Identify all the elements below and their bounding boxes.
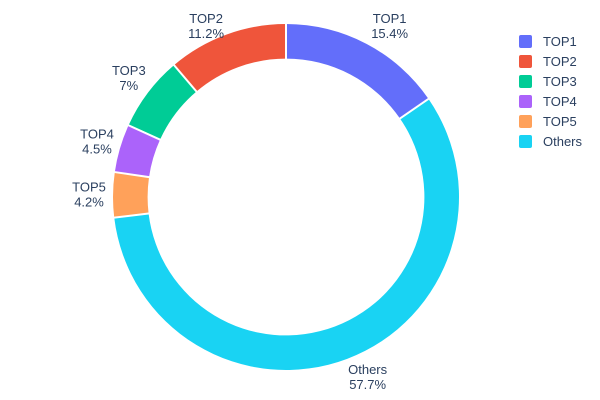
slice-label-top2: TOP2 11.2%	[188, 11, 224, 41]
slice-separator	[172, 63, 198, 93]
pie-slice-top4[interactable]	[114, 125, 161, 178]
legend-item-top1[interactable]: TOP1	[519, 31, 582, 51]
slice-separator	[127, 123, 162, 141]
legend-item-label: TOP4	[543, 93, 577, 109]
legend-swatch-top1	[519, 34, 532, 48]
legend-item-label: TOP2	[543, 53, 577, 69]
legend-swatch-top3	[519, 74, 532, 88]
slice-separator	[113, 170, 151, 179]
slice-label-top5: TOP5 4.2%	[72, 180, 106, 210]
slice-separator	[398, 97, 430, 120]
slice-label-top4: TOP4 4.5%	[80, 126, 114, 156]
slice-label-top1: TOP1 15.4%	[371, 11, 408, 41]
legend-item-top4[interactable]: TOP4	[519, 91, 582, 111]
slice-label-top3: TOP3 7%	[112, 63, 146, 93]
legend-item-top3[interactable]: TOP3	[519, 71, 582, 91]
legend-item-top2[interactable]: TOP2	[519, 51, 582, 71]
legend-item-label: TOP5	[543, 113, 577, 129]
slice-label-others: Others 57.7%	[348, 362, 388, 392]
pie-slice-top3[interactable]	[128, 65, 197, 140]
slice-separator	[113, 212, 150, 219]
pie-slice-top5[interactable]	[113, 172, 150, 218]
pie-slice-others[interactable]	[114, 98, 459, 371]
legend-item-label: Others	[543, 133, 583, 149]
legend-item-others[interactable]: Others	[519, 131, 582, 151]
legend: TOP1 TOP2 TOP3 TOP4 TOP5 Others	[519, 31, 582, 151]
legend-item-label: TOP3	[543, 73, 577, 89]
legend-item-top5[interactable]: TOP5	[519, 111, 582, 131]
pie-slice-top2[interactable]	[174, 24, 286, 92]
legend-swatch-top5	[519, 114, 532, 128]
pie-slice-top1[interactable]	[286, 24, 429, 119]
legend-swatch-top2	[519, 54, 532, 68]
legend-item-label: TOP1	[543, 33, 577, 49]
legend-swatch-top4	[519, 94, 532, 108]
legend-swatch-others	[519, 134, 532, 148]
